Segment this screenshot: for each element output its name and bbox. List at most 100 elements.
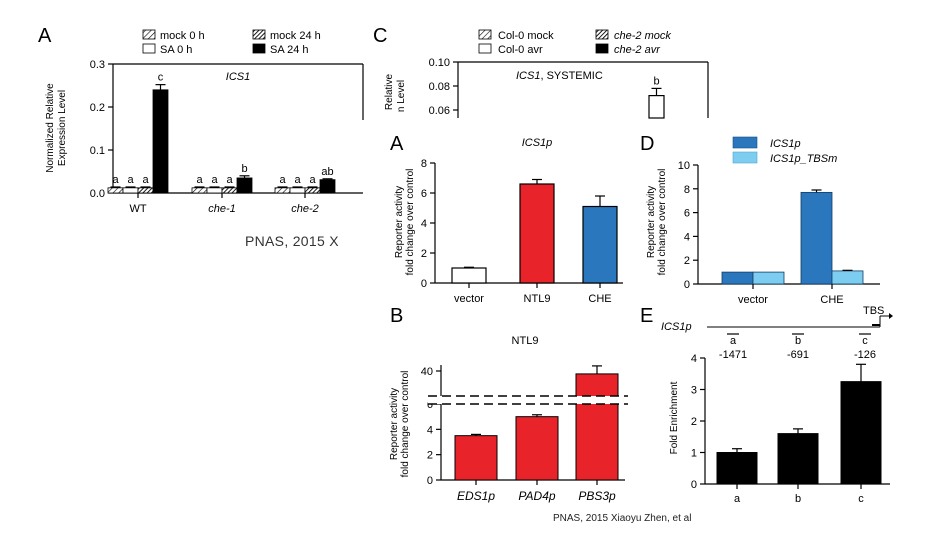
e-tick-label: 2 — [691, 416, 697, 428]
legend-label-col0-avr: Col-0 avr — [498, 44, 543, 56]
promoter-gene-label: ICS1p — [661, 321, 692, 333]
x-labels-d: vector CHE — [738, 284, 844, 306]
x-labels-a-top: WT che-1 che-2 — [129, 193, 319, 215]
x-tick-label: che-1 — [208, 203, 236, 215]
axis-break-gap — [428, 396, 628, 404]
region-position: -691 — [787, 349, 809, 361]
legend-a-top: mock 0 h SA 0 h mock 24 h SA 24 h — [142, 29, 321, 56]
bar-SA-0-h-WT — [122, 187, 139, 194]
x-tick-label: EDS1p — [457, 489, 495, 503]
legend-label-ics1p: ICS1p — [770, 138, 801, 150]
x-tick-label: CHE — [588, 293, 611, 305]
credit-left: PNAS, 2015 X — [245, 233, 339, 249]
bar-ICS1p_TBSm-vector — [752, 271, 785, 285]
legend-label-mock24: mock 24 h — [270, 30, 321, 42]
panel-letter-e: E — [640, 305, 653, 327]
panel-d: D ICS1p ICS1p_TBSm Reporter activity fol… — [640, 133, 880, 306]
d-tick-label: 0 — [684, 279, 690, 291]
chart-title-systemic-gene: ICS1 — [516, 70, 540, 82]
a-top-tick-label: 0.2 — [90, 102, 105, 114]
y-ticks-e: 0 1 2 3 4 — [691, 353, 705, 491]
e-tick-label: 1 — [691, 448, 697, 460]
significance-label: a — [112, 174, 119, 186]
x-tick-label: vector — [454, 293, 484, 305]
d-tick-label: 10 — [678, 160, 690, 172]
legend-swatch-ics1p — [732, 136, 758, 149]
bar-region-c — [840, 381, 882, 485]
panel-a-top: A mock 0 h SA 0 h mock 24 h SA 24 h ICS1… — [38, 25, 364, 215]
region-position: -1471 — [719, 349, 747, 361]
c-top-tick-label: 0.08 — [429, 81, 450, 93]
bars-a-top: a a aca a aba a aab — [107, 72, 336, 194]
promoter-diagram: ICS1p TBS a -1471 b -691 c -126 — [661, 305, 893, 361]
significance-label: a — [142, 174, 149, 186]
x-tick-label: NTL9 — [524, 293, 551, 305]
bar-NTL9 — [519, 183, 555, 284]
a-reporter-tick-label: 2 — [421, 248, 427, 260]
panel-letter-c-top: C — [373, 25, 387, 47]
bar-CHE — [582, 205, 618, 284]
x-tick-label: PBS3p — [578, 489, 616, 503]
y-label-b-line2: fold change over control — [400, 371, 411, 478]
chart-title-ics1p: ICS1p — [522, 137, 553, 149]
panel-letter-a-reporter: A — [390, 133, 404, 155]
y-label-a-line1: Normalized Relative — [45, 83, 56, 173]
panel-letter-d: D — [640, 133, 654, 155]
bar-che2-avr-partial — [648, 94, 665, 119]
x-tick-label: che-2 — [291, 203, 319, 215]
bar-mock-24-h-che-2 — [304, 187, 321, 194]
significance-label: ab — [321, 166, 333, 178]
x-tick-label: CHE — [820, 294, 843, 306]
a-reporter-tick-label: 0 — [421, 278, 427, 290]
e-tick-label: 3 — [691, 385, 697, 397]
bar-SA-24-h-che-2 — [319, 179, 336, 194]
y-ticks-d: 0 2 4 6 8 10 — [678, 160, 698, 291]
bar-SA-0-h-che-1 — [206, 187, 223, 194]
legend-label-mock0: mock 0 h — [160, 30, 205, 42]
significance-label: a — [226, 174, 233, 186]
bars-b — [454, 365, 619, 481]
panel-b: B NTL9 Reporter activity fold change ove… — [389, 305, 628, 503]
b-tick-label: 4 — [427, 424, 433, 436]
bar-vector — [451, 267, 487, 284]
y-ticks-c: 0.10 0.08 0.06 — [429, 57, 458, 117]
legend-label-che2-avr: che-2 avr — [614, 44, 661, 56]
y-ticks-a: 0.0 0.1 0.2 0.3 — [90, 59, 113, 200]
legend-swatch-che2-avr — [595, 43, 609, 54]
bars-e — [716, 363, 882, 485]
a-top-tick-label: 0.1 — [90, 145, 105, 157]
b-tick-label: 2 — [427, 450, 433, 462]
bars-areporter — [451, 178, 618, 284]
legend-swatch-mock24 — [252, 29, 266, 40]
region-letter: c — [862, 335, 868, 347]
y-label-d-line1: Reporter activity — [646, 186, 657, 258]
significance-label: c — [158, 72, 164, 84]
a-reporter-tick-label: 4 — [421, 218, 427, 230]
d-tick-label: 4 — [684, 231, 690, 243]
bar-mock-24-h-che-1 — [221, 187, 238, 194]
y-label-c-line2: n Level — [396, 80, 407, 112]
legend-label-sa0: SA 0 h — [160, 44, 192, 56]
y-label-d-line2: fold change over control — [657, 169, 668, 276]
d-tick-label: 2 — [684, 255, 690, 267]
bar-mock-0-h-che-2 — [274, 187, 291, 194]
c-top-tick-label: 0.10 — [429, 57, 450, 69]
legend-swatch-che2-mock — [595, 29, 609, 40]
a-reporter-tick-label: 8 — [421, 158, 427, 170]
x-labels-e: a b c — [734, 484, 864, 505]
significance-label: a — [309, 174, 316, 186]
legend-c-top: Col-0 mock Col-0 avr che-2 mock che-2 av… — [478, 29, 671, 56]
bar-PBS3p — [575, 373, 619, 481]
y-label-b-line1: Reporter activity — [389, 388, 400, 460]
bar-mock-0-h-che-1 — [191, 187, 208, 194]
e-tick-label: 0 — [691, 479, 697, 491]
x-tick-label: a — [734, 493, 741, 505]
tss-arrow-head-icon — [889, 313, 893, 319]
significance-label: a — [279, 174, 286, 186]
panel-a-reporter: A ICS1p Reporter activity fold change ov… — [390, 133, 623, 305]
y-label-e: Fold Enrichment — [669, 381, 680, 454]
x-labels-areporter: vector NTL9 CHE — [454, 283, 612, 305]
e-tick-label: 4 — [691, 353, 697, 365]
significance-label: b — [241, 163, 247, 175]
x-labels-b: EDS1p PAD4p PBS3p — [457, 480, 616, 503]
